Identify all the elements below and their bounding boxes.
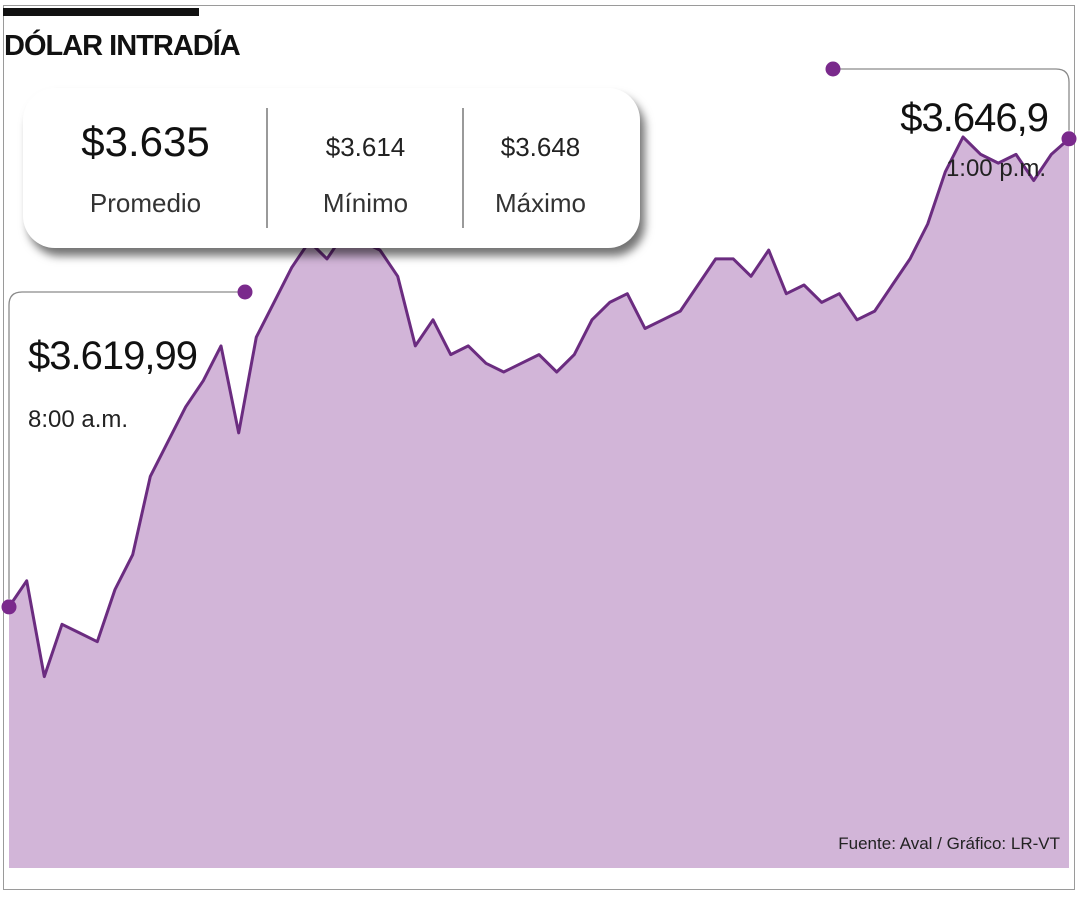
series-line: [7, 135, 1070, 679]
stat-average: $3.635 Promedio: [23, 88, 268, 248]
close-price-value: $3.646,9: [900, 96, 1049, 140]
open-time-label: 8:00 a.m.: [28, 406, 129, 433]
stat-maximum-label: Máximo: [494, 188, 586, 218]
chart-title: DÓLAR INTRADÍA: [4, 30, 241, 62]
open-point-marker: [1, 599, 17, 615]
stat-maximum: $3.648 Máximo: [463, 88, 618, 248]
title-accent-bar: [3, 8, 199, 16]
area-fill: [9, 137, 1069, 868]
open-callout-line: [8, 291, 245, 599]
stat-average-value: $3.635: [81, 118, 210, 165]
stat-minimum-value: $3.614: [325, 132, 406, 162]
stats-divider: [266, 108, 268, 228]
stats-card: $3.635 Promedio $3.614 Mínimo $3.648 Máx…: [23, 88, 640, 248]
chart-frame: [3, 5, 1075, 890]
open-callout-dot: [237, 284, 253, 300]
stat-minimum-label: Mínimo: [322, 188, 409, 218]
close-callout-dot: [825, 61, 841, 77]
close-time-label: 1:00 p.m.: [945, 155, 1046, 182]
source-credit: Fuente: Aval / Gráfico: LR-VT: [838, 834, 1060, 853]
stat-average-label: Promedio: [89, 188, 202, 218]
stats-divider: [462, 108, 464, 228]
stat-maximum-value: $3.648: [500, 132, 581, 162]
stat-minimum: $3.614 Mínimo: [268, 88, 463, 248]
open-price-value: $3.619,99: [28, 334, 198, 378]
close-callout-line: [833, 68, 1070, 131]
close-point-marker: [1061, 131, 1077, 147]
